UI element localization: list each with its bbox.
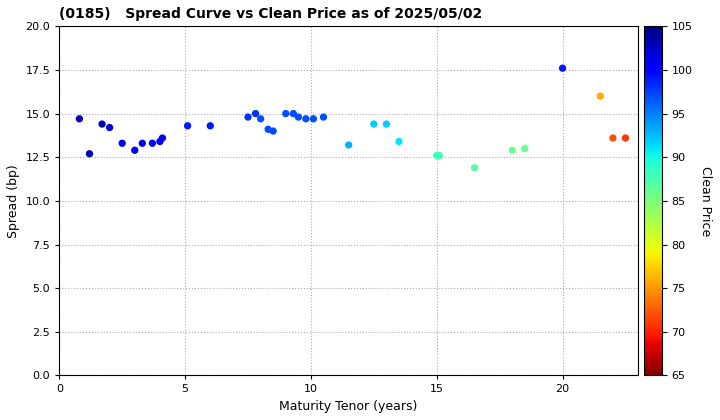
Point bbox=[368, 121, 379, 127]
Y-axis label: Clean Price: Clean Price bbox=[699, 166, 712, 236]
Point bbox=[318, 114, 329, 121]
Point bbox=[147, 140, 158, 147]
Point bbox=[287, 110, 299, 117]
Text: (0185)   Spread Curve vs Clean Price as of 2025/05/02: (0185) Spread Curve vs Clean Price as of… bbox=[59, 7, 482, 21]
Point bbox=[506, 147, 518, 154]
Point bbox=[431, 152, 443, 159]
Point bbox=[393, 138, 405, 145]
Point bbox=[381, 121, 392, 127]
Point bbox=[262, 126, 274, 133]
Y-axis label: Spread (bp): Spread (bp) bbox=[7, 164, 20, 238]
Point bbox=[519, 145, 531, 152]
X-axis label: Maturity Tenor (years): Maturity Tenor (years) bbox=[279, 400, 418, 413]
Point bbox=[204, 123, 216, 129]
Point bbox=[267, 128, 279, 134]
Point bbox=[595, 93, 606, 100]
Point bbox=[154, 138, 166, 145]
Point bbox=[433, 152, 445, 159]
Point bbox=[157, 135, 168, 142]
Point bbox=[129, 147, 140, 154]
Point bbox=[343, 142, 354, 148]
Point bbox=[73, 116, 85, 122]
Point bbox=[607, 135, 618, 142]
Point bbox=[104, 124, 115, 131]
Point bbox=[292, 114, 304, 121]
Point bbox=[182, 123, 194, 129]
Point bbox=[250, 110, 261, 117]
Point bbox=[307, 116, 319, 122]
Point bbox=[300, 116, 312, 122]
Point bbox=[280, 110, 292, 117]
Point bbox=[557, 65, 568, 71]
Point bbox=[84, 150, 95, 157]
Point bbox=[620, 135, 631, 142]
Point bbox=[137, 140, 148, 147]
Point bbox=[469, 164, 480, 171]
Point bbox=[242, 114, 253, 121]
Point bbox=[117, 140, 128, 147]
Point bbox=[255, 116, 266, 122]
Point bbox=[96, 121, 108, 127]
